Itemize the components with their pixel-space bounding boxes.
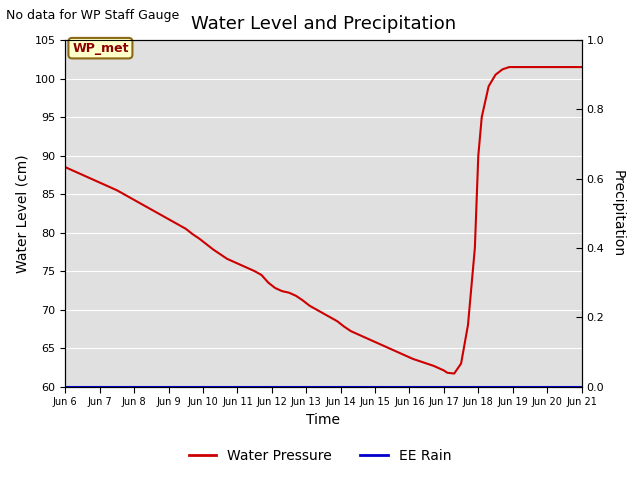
Y-axis label: Water Level (cm): Water Level (cm) — [15, 154, 29, 273]
Water Pressure — [506, 64, 513, 70]
Water Pressure — [271, 285, 279, 291]
Water Pressure — [361, 335, 369, 340]
Water Pressure — [182, 226, 189, 232]
Legend: Water Pressure, EE Rain: Water Pressure, EE Rain — [183, 443, 457, 468]
Water Pressure — [264, 280, 272, 286]
Water Pressure — [196, 236, 204, 241]
Title: Water Level and Precipitation: Water Level and Precipitation — [191, 15, 456, 33]
Water Pressure — [578, 64, 586, 70]
Y-axis label: Precipitation: Precipitation — [611, 170, 625, 257]
Water Pressure — [440, 368, 448, 373]
Line: Water Pressure: Water Pressure — [65, 67, 582, 373]
X-axis label: Time: Time — [307, 413, 340, 427]
Text: No data for WP Staff Gauge: No data for WP Staff Gauge — [6, 9, 180, 22]
Text: WP_met: WP_met — [72, 42, 129, 55]
Water Pressure — [61, 164, 69, 170]
Water Pressure — [451, 371, 458, 376]
